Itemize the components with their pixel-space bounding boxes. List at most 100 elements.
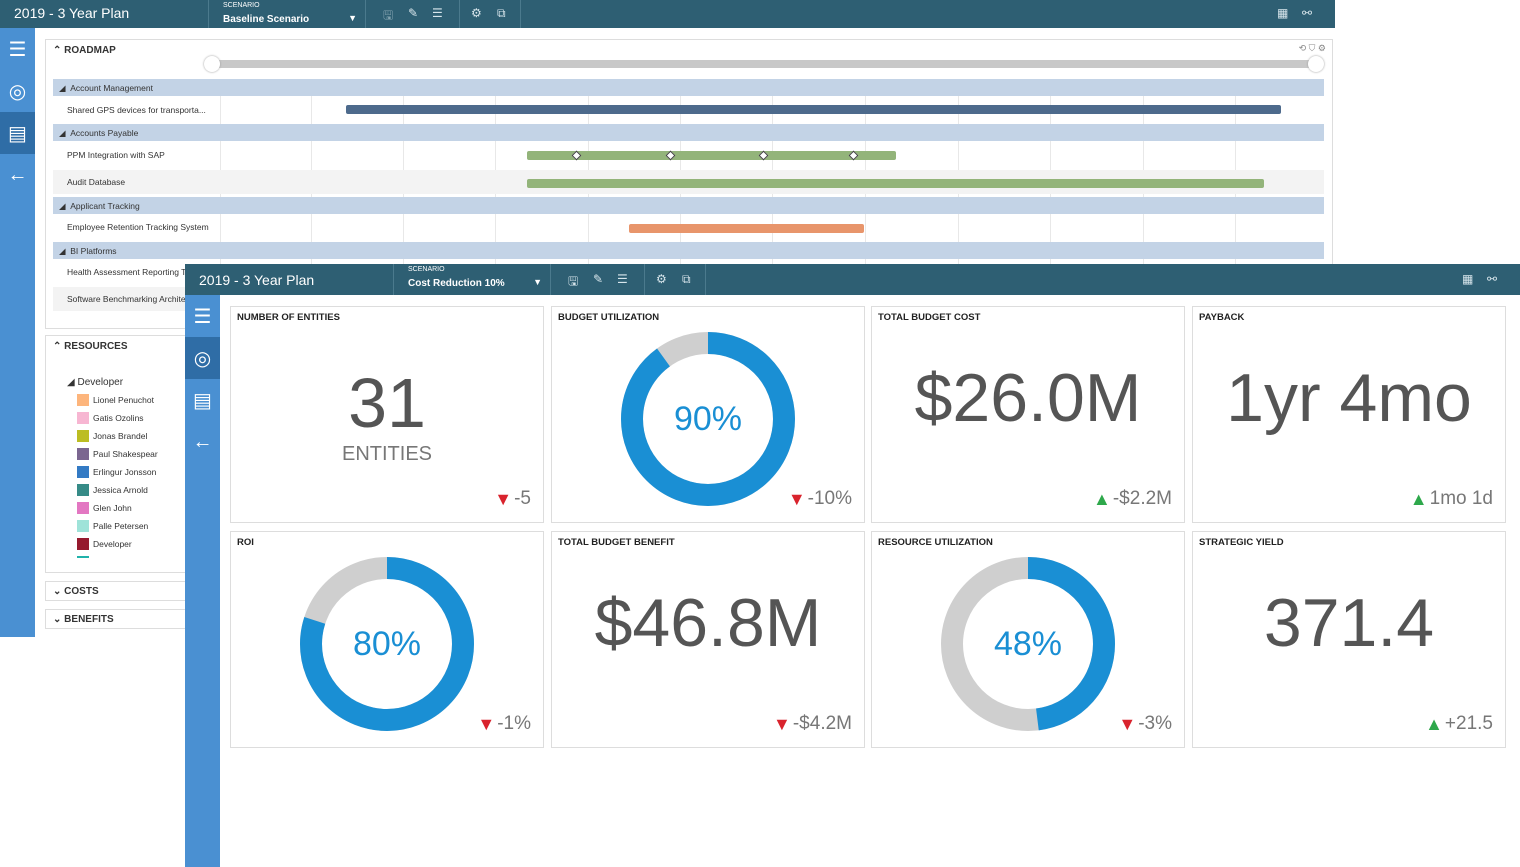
group-label: Account Management xyxy=(70,83,153,93)
gridline xyxy=(1050,79,1051,313)
task-row[interactable]: Health Assessment Reporting Tool xyxy=(53,260,1324,284)
costs-panel[interactable]: ⌄ COSTS xyxy=(45,581,190,601)
resources-title-text: RESOURCES xyxy=(64,341,128,352)
gantt-bar[interactable] xyxy=(629,224,864,233)
resource-item[interactable]: Jessica Arnold xyxy=(77,484,148,496)
group-row[interactable]: ◢ BI Platforms xyxy=(53,242,1324,259)
menu-icon[interactable]: ☰ xyxy=(8,38,27,61)
kpi-delta-value: -5 xyxy=(514,488,531,509)
kpi-card[interactable]: PAYBACK 1yr 4mo ▲ 1mo 1d xyxy=(1192,306,1506,523)
gridline xyxy=(1143,79,1144,313)
group-label: Applicant Tracking xyxy=(70,201,140,211)
costs-title: COSTS xyxy=(64,586,99,597)
kpi-unit: ENTITIES xyxy=(341,443,432,465)
group-row[interactable]: ◢ Applicant Tracking xyxy=(53,197,1324,214)
down-arrow-icon: ▼ xyxy=(1118,713,1137,734)
slider-handle-left[interactable] xyxy=(204,56,220,72)
resource-swatch xyxy=(77,448,89,460)
resource-group[interactable]: ◢ Developer xyxy=(67,377,124,388)
link-icon[interactable]: ⚯ xyxy=(1302,6,1313,20)
down-arrow-icon: ▼ xyxy=(477,713,496,734)
milestone-icon[interactable] xyxy=(758,150,769,161)
gear-icon[interactable]: ⚙ xyxy=(656,272,667,286)
export-icon[interactable]: ⧉ xyxy=(497,6,506,20)
list-icon[interactable]: ☰ xyxy=(617,272,628,286)
resource-item[interactable]: Paul Shakespear xyxy=(77,448,158,460)
back-arrow-icon[interactable]: ← xyxy=(7,163,28,186)
link-icon[interactable]: ⚯ xyxy=(1487,272,1498,286)
group-row[interactable]: ◢ Account Management xyxy=(53,79,1324,96)
kpi-card[interactable]: NUMBER OF ENTITIES 31 ENTITIES ▼ -5 xyxy=(230,306,544,523)
kpi-card[interactable]: STRATEGIC YIELD 371.4 ▲ +21.5 xyxy=(1192,531,1506,748)
roadmap-icon[interactable]: ▤ xyxy=(0,112,35,154)
grid-icon[interactable]: ▦ xyxy=(1277,6,1289,20)
timeline-slider[interactable] xyxy=(211,60,1316,68)
list-icon[interactable]: ☰ xyxy=(432,6,443,20)
grid-icon[interactable]: ▦ xyxy=(1462,272,1474,286)
kpi-delta: ▲ 1mo 1d xyxy=(1410,488,1493,510)
resource-item[interactable]: Lionel Penuchot xyxy=(77,394,154,406)
group-label: Accounts Payable xyxy=(70,128,139,138)
task-row[interactable]: PPM Integration with SAP xyxy=(53,143,1324,167)
kpi-card[interactable]: TOTAL BUDGET COST $26.0M ▲ -$2.2M xyxy=(871,306,1185,523)
donut-chart xyxy=(941,557,1115,731)
gridline xyxy=(588,79,589,313)
benefits-panel[interactable]: ⌄ BENEFITS xyxy=(45,609,190,629)
kpi-delta: ▲ -$2.2M xyxy=(1093,488,1172,510)
task-label: Employee Retention Tracking System xyxy=(67,222,209,232)
save-as-icon[interactable]: ✎ xyxy=(593,272,604,286)
save-as-icon[interactable]: ✎ xyxy=(408,6,419,20)
donut-chart xyxy=(300,557,474,731)
app-title: 2019 - 3 Year Plan xyxy=(14,5,130,21)
app-title: 2019 - 3 Year Plan xyxy=(199,272,315,288)
resource-swatch xyxy=(77,484,89,496)
resource-item[interactable]: Erlingur Jonsson xyxy=(77,466,156,478)
task-row[interactable]: Employee Retention Tracking System xyxy=(53,215,1324,239)
dashboard-icon[interactable]: ◎ xyxy=(185,337,220,379)
menu-icon[interactable]: ☰ xyxy=(193,305,212,328)
milestone-icon[interactable] xyxy=(571,150,582,161)
resource-item[interactable]: Developer xyxy=(77,538,132,550)
back-arrow-icon[interactable]: ← xyxy=(192,430,213,453)
save-icon[interactable]: 🖫 xyxy=(568,274,579,288)
group-row[interactable]: ◢ Accounts Payable xyxy=(53,124,1324,141)
gantt-bar[interactable] xyxy=(346,105,1281,114)
down-arrow-icon: ▼ xyxy=(773,713,791,734)
milestone-icon[interactable] xyxy=(848,150,859,161)
slider-handle-right[interactable] xyxy=(1308,56,1324,72)
resource-item[interactable]: Jonas Brandel xyxy=(77,430,147,442)
save-icon[interactable]: 🖫 xyxy=(383,8,394,22)
kpi-title: NUMBER OF ENTITIES xyxy=(237,312,340,323)
kpi-value: 371.4 xyxy=(1263,585,1435,661)
up-arrow-icon: ▲ xyxy=(1409,488,1428,509)
kpi-delta: ▼ -3% xyxy=(1118,713,1172,735)
header: 2019 - 3 Year Plan SCENARIO Baseline Sce… xyxy=(0,0,1335,28)
resource-item[interactable]: Gatis Ozolins xyxy=(77,412,144,424)
export-icon[interactable]: ⧉ xyxy=(682,272,691,286)
kpi-value: 80% xyxy=(352,625,422,663)
kpi-card[interactable]: TOTAL BUDGET BENEFIT $46.8M ▼ -$4.2M xyxy=(551,531,865,748)
donut-fill xyxy=(941,557,1115,731)
kpi-value: $26.0M xyxy=(914,360,1142,436)
scenario-select[interactable]: SCENARIO Cost Reduction 10% ▼ xyxy=(393,264,551,295)
chevron-down-icon: ▼ xyxy=(348,13,357,23)
roadmap-title[interactable]: ⌃ ROADMAP xyxy=(53,45,116,56)
resource-item[interactable]: Glen John xyxy=(77,502,132,514)
kpi-value: 1yr 4mo xyxy=(1226,360,1472,436)
roadmap-title-text: ROADMAP xyxy=(64,45,116,56)
up-arrow-icon: ▲ xyxy=(1425,713,1443,734)
scenario-select[interactable]: SCENARIO Baseline Scenario ▼ xyxy=(208,0,366,28)
roadmap-icon[interactable]: ▤ xyxy=(193,389,212,412)
resources-title[interactable]: ⌃ RESOURCES xyxy=(53,341,128,352)
task-row[interactable]: Shared GPS devices for transporta... xyxy=(53,98,1324,120)
kpi-card[interactable]: ROI 80% ▼ -1% xyxy=(230,531,544,748)
kpi-card[interactable]: RESOURCE UTILIZATION 48% ▼ -3% xyxy=(871,531,1185,748)
gear-icon[interactable]: ⚙ xyxy=(471,6,482,20)
dashboard-icon[interactable]: ◎ xyxy=(8,80,27,103)
roadmap-tools-icon[interactable]: ⟲ ⛉ ⚙ xyxy=(1298,43,1326,53)
gantt-bar[interactable] xyxy=(527,150,896,161)
resource-item[interactable]: Palle Petersen xyxy=(77,520,148,532)
gantt-bar[interactable] xyxy=(527,179,1264,188)
kpi-card[interactable]: BUDGET UTILIZATION 90% ▼ -10% xyxy=(551,306,865,523)
milestone-icon[interactable] xyxy=(665,150,676,161)
